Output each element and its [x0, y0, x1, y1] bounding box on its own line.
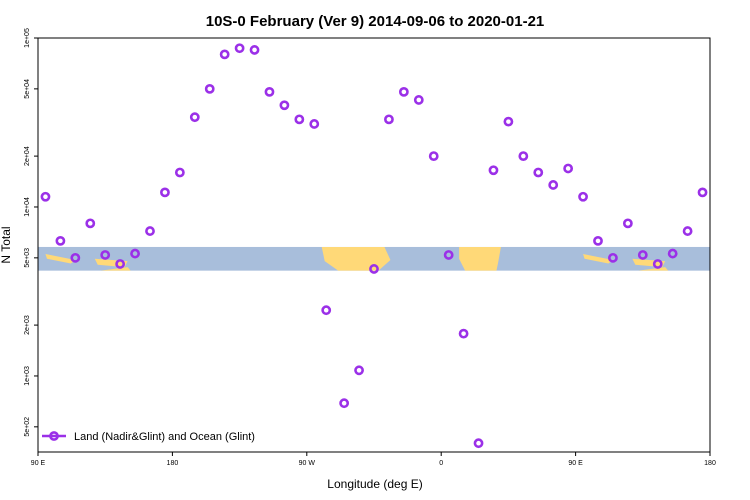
data-point	[473, 438, 484, 449]
data-point	[204, 83, 215, 94]
data-point	[413, 95, 424, 105]
data-point	[130, 248, 140, 259]
x-axis-ticks: 90 E 180 90 W 0 90 E 180	[31, 452, 716, 467]
x-tick-label: 180	[167, 460, 179, 467]
data-point	[608, 252, 618, 263]
data-point	[321, 305, 332, 316]
data-point	[637, 250, 648, 260]
data-point	[593, 235, 603, 246]
y-tick-label: 5e+04	[24, 79, 31, 99]
land-indonesia-right	[583, 254, 613, 264]
data-point	[428, 151, 439, 162]
data-point	[85, 218, 96, 229]
legend-marker	[49, 431, 59, 441]
data-point	[40, 191, 51, 202]
data-point	[518, 151, 529, 162]
data-point	[160, 187, 170, 198]
data-points	[40, 43, 708, 449]
chart-title: 10S-0 February (Ver 9) 2014-09-06 to 202…	[206, 13, 545, 30]
data-point	[667, 248, 678, 259]
data-point	[100, 250, 111, 260]
x-tick-label: 180	[704, 460, 716, 467]
data-point	[234, 43, 245, 54]
map-band	[38, 246, 710, 271]
y-tick-label: 1e+04	[24, 197, 31, 217]
x-tick-label: 90 W	[299, 460, 316, 467]
data-point	[174, 167, 185, 178]
y-tick-label: 2e+03	[24, 315, 31, 335]
data-point	[279, 100, 290, 111]
y-tick-label: 5e+02	[24, 417, 31, 437]
data-point	[339, 398, 350, 409]
data-point	[488, 165, 499, 176]
plot-frame	[37, 37, 711, 453]
data-point	[652, 259, 663, 269]
land-australia-edge-right	[638, 267, 669, 271]
data-point	[309, 119, 320, 129]
land-africa	[459, 246, 501, 271]
data-point	[115, 259, 126, 269]
data-point	[443, 250, 454, 260]
data-point	[354, 365, 364, 376]
y-axis-label: N Total	[0, 226, 13, 263]
data-point	[398, 86, 409, 97]
data-point	[458, 328, 469, 339]
data-point	[578, 191, 588, 202]
data-point	[294, 114, 305, 125]
y-tick-label: 5e+03	[24, 248, 31, 268]
x-tick-label: 0	[439, 460, 443, 467]
y-tick-label: 1e+03	[24, 366, 31, 386]
data-point	[369, 264, 379, 274]
x-tick-label: 90 E	[31, 460, 46, 467]
land-indonesia-left	[45, 254, 76, 264]
legend-label: Land (Nadir&Glint) and Ocean (Glint)	[74, 431, 255, 443]
data-point	[533, 167, 544, 178]
data-point	[189, 112, 200, 123]
legend: Land (Nadir&Glint) and Ocean (Glint)	[42, 431, 255, 443]
data-point	[682, 226, 693, 236]
data-point	[503, 116, 514, 127]
land-australia-edge-left	[100, 267, 131, 271]
y-tick-label: 1e+05	[24, 28, 31, 48]
data-point	[264, 86, 275, 97]
data-point	[697, 187, 708, 198]
x-tick-label: 90 E	[568, 460, 583, 467]
x-axis-label: Longitude (deg E)	[327, 477, 422, 491]
data-point	[145, 226, 155, 236]
data-point	[548, 180, 559, 190]
y-tick-label: 2e+04	[24, 146, 31, 166]
data-point	[55, 235, 66, 246]
data-point	[70, 252, 81, 263]
data-point	[249, 45, 260, 55]
data-point	[563, 163, 574, 174]
data-point	[622, 218, 633, 229]
data-point	[384, 114, 394, 125]
data-point	[219, 49, 230, 60]
y-axis-ticks: 5e+02 1e+03 2e+03 5e+03 1e+04 2e+04 5e+04 1e+05	[24, 28, 38, 437]
